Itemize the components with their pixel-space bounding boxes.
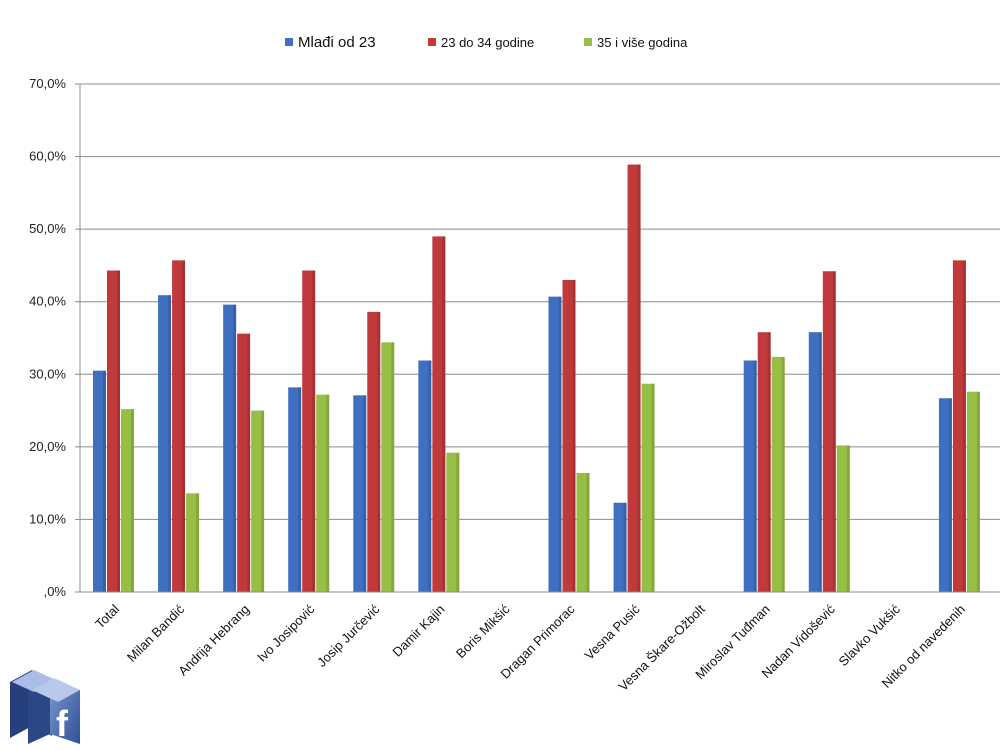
bar-shade	[753, 360, 757, 592]
bar-shade	[456, 452, 460, 592]
legend-label: 23 do 34 godine	[441, 35, 534, 50]
bar-1-12	[808, 332, 822, 592]
x-tick-label: Milan Bandić	[124, 601, 188, 665]
bar-shade	[233, 304, 237, 592]
bar-3-5	[381, 342, 395, 592]
bar-shade	[312, 270, 316, 592]
legend: Mlađi od 23 23 do 34 godine 35 i više godi…	[285, 34, 688, 51]
y-tick-label: 30,0%	[29, 366, 66, 381]
bar-shade	[196, 493, 200, 592]
bar-1-6	[418, 360, 432, 592]
bar-shade	[103, 370, 106, 592]
x-tick-label: Total	[92, 601, 122, 631]
bar-3-1	[121, 409, 134, 592]
y-axis: 70,0% 60,0% 50,0% 40,0% 30,0% 20,0% 10,0% ,0%	[29, 76, 81, 599]
bar-shade	[637, 164, 641, 592]
bar-1-1	[93, 370, 106, 592]
bar-1-5	[353, 395, 367, 592]
bar-2-9	[627, 164, 641, 592]
bar-shade	[131, 409, 134, 592]
bar-shade	[623, 502, 627, 592]
y-tick-label: 70,0%	[29, 76, 66, 91]
gridlines	[80, 83, 1000, 593]
x-tick-label: Damir Kajin	[389, 602, 447, 660]
bar-1-2	[158, 295, 172, 592]
bar-shade	[962, 260, 966, 592]
bar-1-11	[743, 360, 757, 592]
x-tick-label: Andrija Hebrang	[175, 602, 252, 679]
bar-3-11	[771, 356, 785, 592]
bar-shade	[586, 472, 590, 592]
bar-shade	[247, 333, 251, 592]
y-tick-label: 20,0%	[29, 439, 66, 454]
bar-1-9	[613, 502, 627, 592]
bar-3-2	[186, 493, 200, 592]
bar-2-12	[822, 271, 836, 592]
bar-shade	[428, 360, 432, 592]
legend-swatch	[584, 38, 592, 46]
bar-3-3	[251, 410, 265, 592]
facebook-icon: f	[6, 660, 84, 744]
bar-1-4	[288, 387, 302, 592]
bar-shade	[976, 391, 980, 592]
legend-swatch	[285, 38, 293, 46]
y-tick-label: ,0%	[44, 584, 67, 599]
bar-shade	[948, 398, 952, 592]
bar-shade	[182, 260, 186, 592]
x-tick-label: Vesna Pusić	[581, 601, 643, 663]
bar-3-12	[836, 445, 850, 592]
svg-text:f: f	[56, 703, 69, 744]
bar-3-9	[641, 383, 655, 592]
bar-shade	[168, 295, 172, 592]
x-tick-label: Slavko Vukšić	[835, 601, 903, 669]
x-tick-label: Ivo Josipović	[254, 601, 318, 665]
bar-2-5	[367, 311, 381, 592]
bar-2-14	[952, 260, 966, 592]
bar-2-8	[562, 279, 576, 592]
y-tick-label: 50,0%	[29, 221, 66, 236]
bar-1-3	[223, 304, 237, 592]
legend-label: 35 i više godina	[597, 35, 688, 50]
bar-2-6	[432, 236, 446, 592]
bar-2-2	[172, 260, 186, 592]
bar-shade	[117, 270, 120, 592]
bar-1-14	[938, 398, 952, 592]
bar-shade	[391, 342, 395, 592]
legend-label: Mlađi od 23	[298, 34, 376, 51]
y-tick-label: 10,0%	[29, 511, 66, 526]
x-tick-label: Josip Jurčević	[314, 601, 383, 670]
bar-shade	[846, 445, 850, 592]
y-tick-label: 60,0%	[29, 149, 66, 164]
bar-shade	[767, 332, 771, 592]
bar-2-4	[302, 270, 316, 592]
bar-2-11	[757, 332, 771, 592]
bar-shade	[326, 394, 330, 592]
bars	[93, 164, 980, 592]
bar-shade	[377, 311, 381, 592]
bar-2-1	[107, 270, 120, 592]
bar-shade	[363, 395, 367, 592]
bar-shade	[781, 356, 785, 592]
bar-shade	[298, 387, 302, 592]
bar-3-14	[966, 391, 980, 592]
bar-shade	[651, 383, 655, 592]
bar-shade	[832, 271, 836, 592]
bar-shade	[818, 332, 822, 592]
legend-swatch	[428, 38, 436, 46]
bar-3-4	[316, 394, 330, 592]
x-tick-label: Boris Mikšić	[453, 601, 513, 661]
y-tick-label: 40,0%	[29, 294, 66, 309]
bar-shade	[261, 410, 265, 592]
bar-3-6	[446, 452, 460, 592]
bar-shade	[558, 296, 562, 592]
bar-2-3	[237, 333, 251, 592]
bar-shade	[572, 279, 576, 592]
bar-3-8	[576, 472, 590, 592]
bar-shade	[442, 236, 446, 592]
bar-1-8	[548, 296, 562, 592]
